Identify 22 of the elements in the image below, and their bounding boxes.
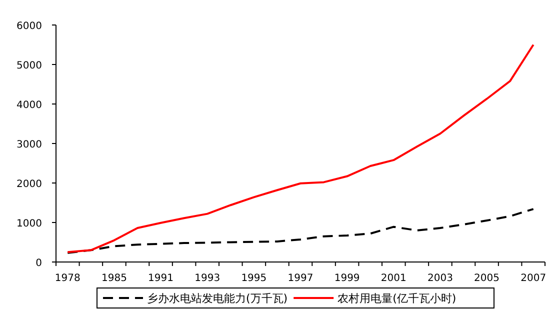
y-tick-label: 6000 xyxy=(16,21,42,32)
x-tick-label: 2007 xyxy=(520,273,546,284)
x-tick-label: 1985 xyxy=(101,273,127,284)
x-tick-label: 1991 xyxy=(148,273,174,284)
x-tick-label: 2005 xyxy=(474,273,500,284)
line-series xyxy=(66,44,534,254)
x-tick-label: 1995 xyxy=(241,273,267,284)
x-tick-label: 1999 xyxy=(334,273,360,284)
x-tick-label: 1997 xyxy=(288,273,314,284)
y-tick-label: 5000 xyxy=(16,60,42,72)
legend-label: 农村用电量(亿千瓦小时) xyxy=(338,292,456,305)
y-tick-label: 4000 xyxy=(16,100,42,111)
x-tick-label: 1978 xyxy=(54,273,80,284)
x-tick-label: 2003 xyxy=(427,273,453,284)
line-series xyxy=(66,208,534,254)
x-tick-label: 2001 xyxy=(380,273,406,284)
y-tick-label: 1000 xyxy=(16,218,42,230)
legend-label: 乡办水电站发电能力(万千瓦) xyxy=(147,292,288,305)
y-tick-label: 0 xyxy=(36,258,42,269)
x-tick-label: 1993 xyxy=(194,273,220,284)
y-tick-label: 2000 xyxy=(16,179,42,190)
y-tick-label: 3000 xyxy=(16,140,42,150)
